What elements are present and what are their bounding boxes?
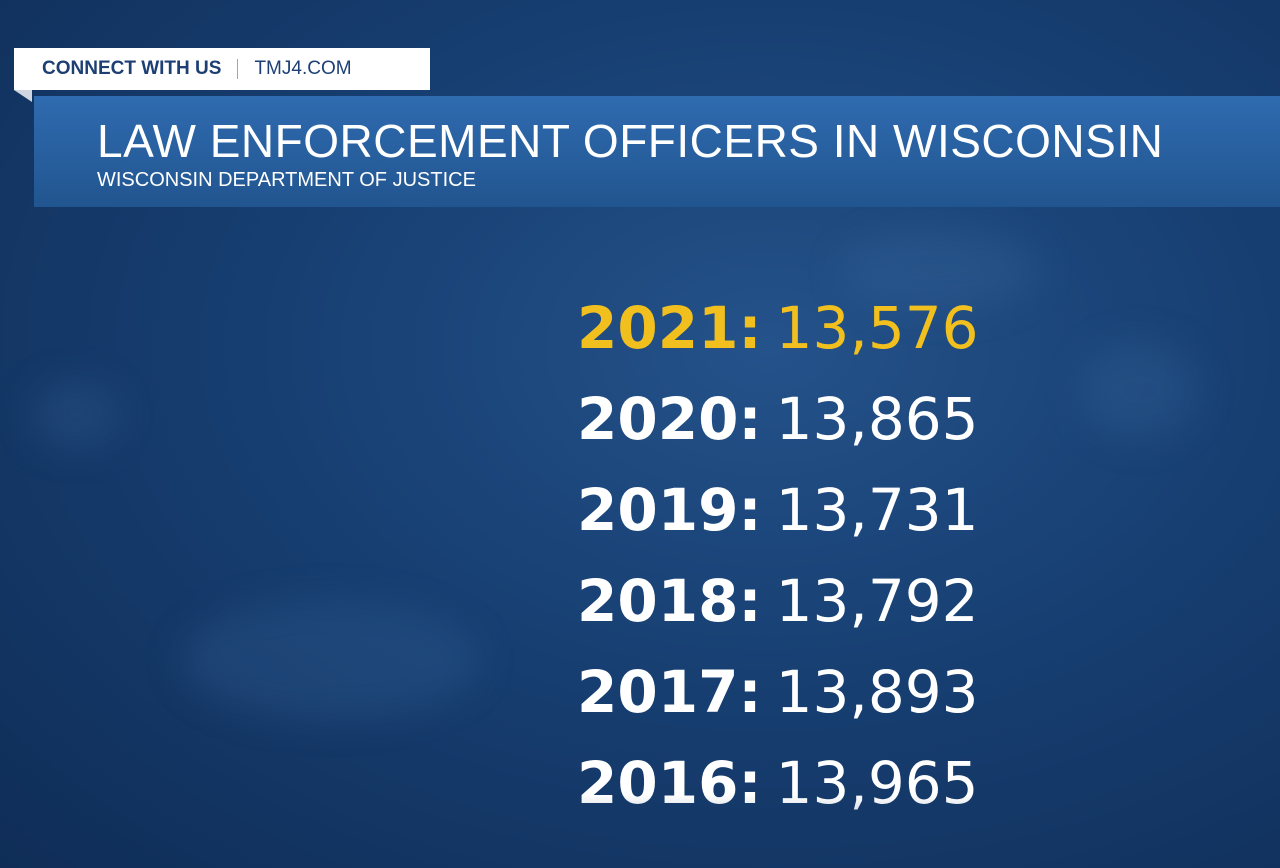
year-label: 2020: (577, 385, 762, 453)
list-row: 2018: 13,792 (577, 567, 979, 658)
list-row: 2020: 13,865 (577, 385, 979, 476)
officer-count: 13,576 (775, 294, 979, 362)
officer-count: 13,792 (775, 567, 979, 635)
background-blur (30, 380, 120, 450)
site-label: TMJ4.COM (254, 58, 352, 79)
year-label: 2018: (577, 567, 762, 635)
background-blur (180, 600, 480, 720)
officer-count: 13,865 (775, 385, 979, 453)
title-banner: LAW ENFORCEMENT OFFICERS IN WISCONSIN WI… (34, 96, 1280, 207)
background-blur (1080, 340, 1200, 440)
title: LAW ENFORCEMENT OFFICERS IN WISCONSIN (97, 115, 1164, 167)
year-label: 2016: (577, 749, 762, 817)
connect-tag: CONNECT WITH US TMJ4.COM (14, 48, 430, 90)
list-row: 2021: 13,576 (577, 294, 979, 385)
year-label: 2019: (577, 476, 762, 544)
list-row: 2017: 13,893 (577, 658, 979, 749)
officer-count: 13,965 (775, 749, 979, 817)
year-label: 2021: (577, 294, 762, 362)
tag-label: CONNECT WITH US (42, 58, 222, 79)
officer-count: 13,731 (775, 476, 979, 544)
background-blur (840, 230, 1040, 310)
list-row: 2016: 13,965 (577, 749, 979, 840)
officer-count: 13,893 (775, 658, 979, 726)
subtitle: WISCONSIN DEPARTMENT OF JUSTICE (97, 169, 476, 191)
separator (237, 59, 239, 79)
year-label: 2017: (577, 658, 762, 726)
officer-list: 2021: 13,576 2020: 13,865 2019: 13,731 2018: 13… (577, 294, 979, 840)
tag-fold (14, 90, 32, 102)
list-row: 2019: 13,731 (577, 476, 979, 567)
